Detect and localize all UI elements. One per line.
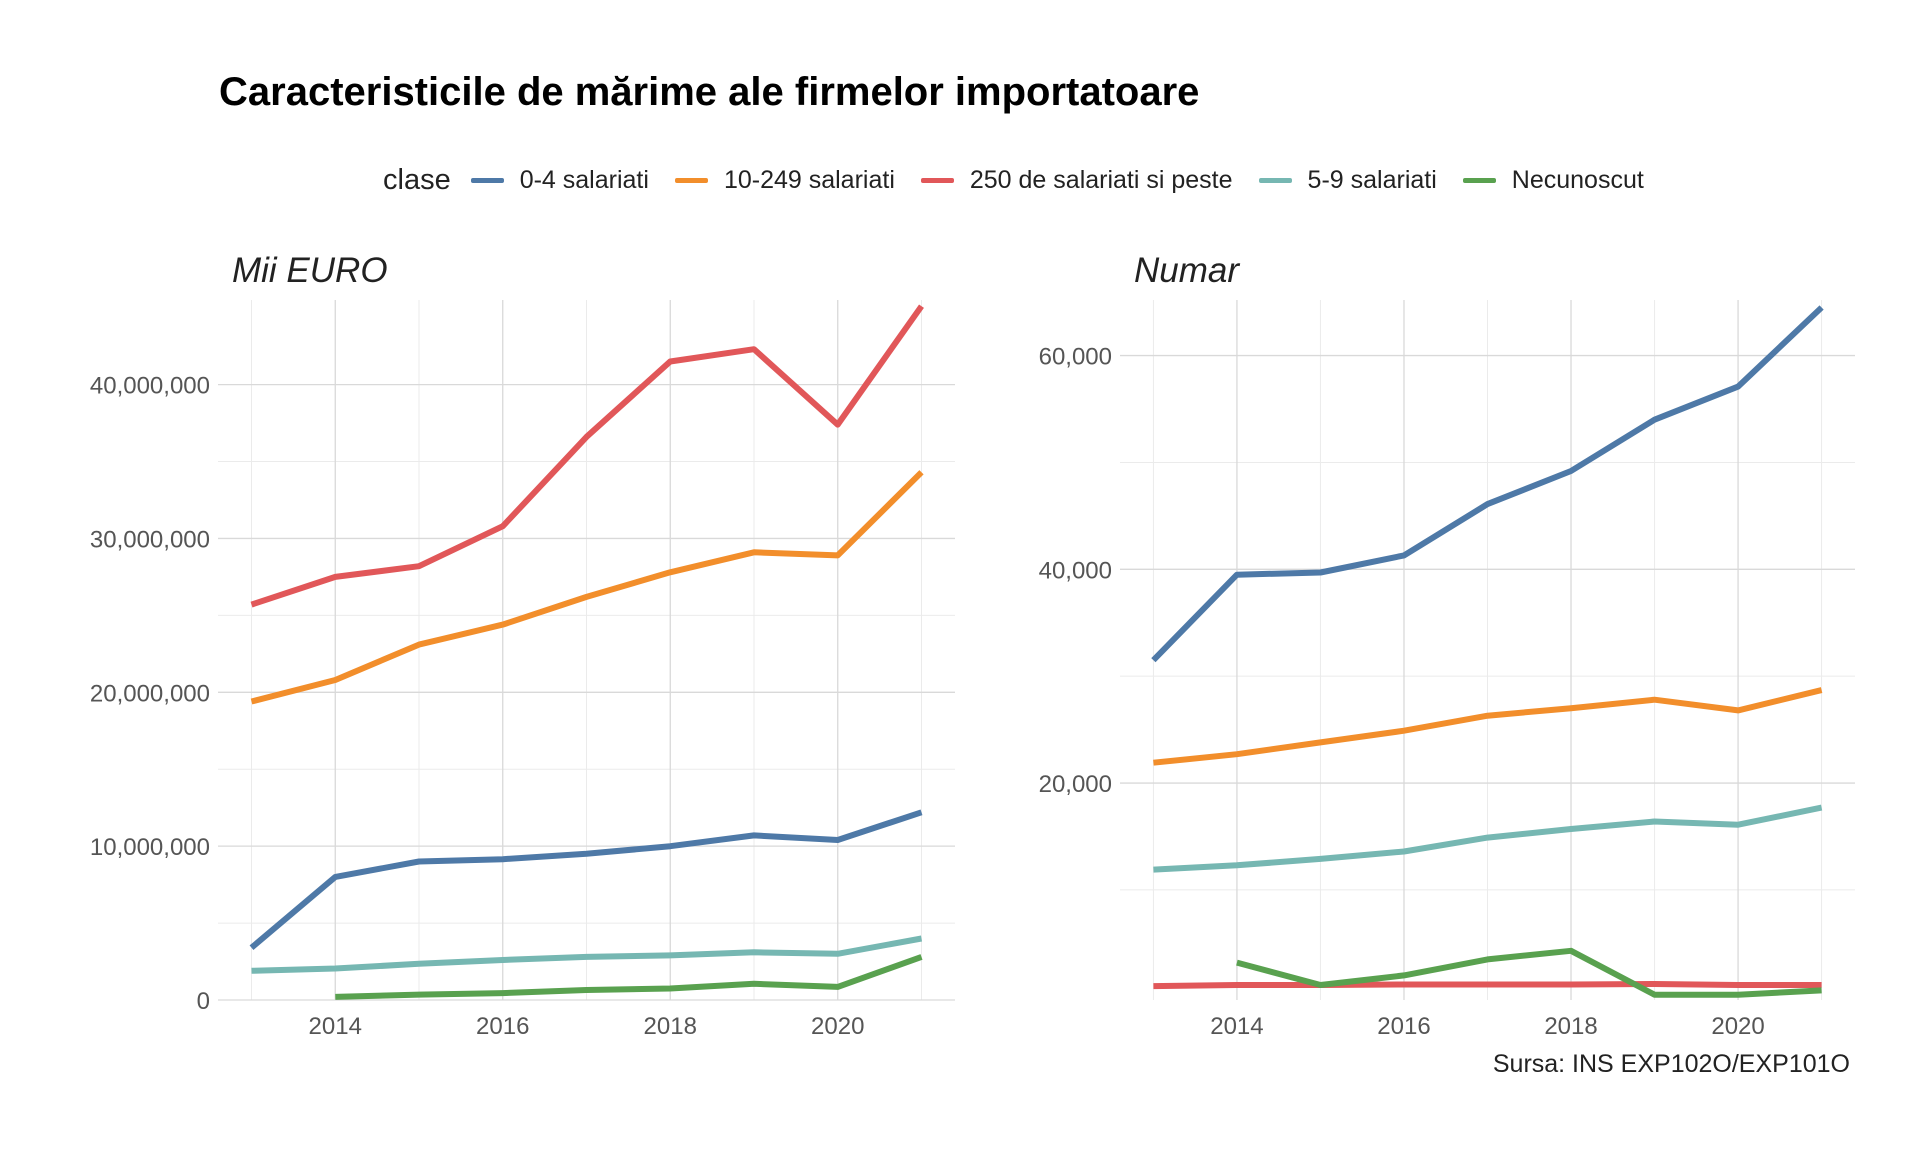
series-line	[249, 809, 923, 950]
legend-label: 5-9 salariati	[1307, 165, 1437, 194]
panel-title: Numar	[1134, 251, 1240, 290]
legend-label: Necunoscut	[1511, 165, 1644, 194]
x-tick-label: 2018	[644, 1013, 697, 1040]
series-line	[1153, 687, 1823, 766]
x-tick-label: 2014	[309, 1013, 362, 1040]
series-line	[1153, 981, 1822, 990]
panel-numar: 2014 2016 2018 2020 20,000 40,000 60,000 Numar	[1039, 251, 1855, 1040]
series-line	[250, 304, 924, 608]
legend-swatch	[920, 177, 954, 183]
y-tick-label: 10,000,000	[90, 834, 210, 861]
legend-label: 250 de salariati si peste	[969, 165, 1233, 194]
legend-item: 10-249 salariati	[674, 165, 895, 195]
chart-title: Caracteristicile de mărime ale firmelor …	[219, 70, 1200, 114]
y-tick-label: 20,000,000	[90, 680, 210, 707]
y-tick-label: 40,000	[1039, 557, 1112, 584]
legend-item: 0-4 salariati	[470, 165, 649, 195]
legend-swatch	[470, 177, 504, 183]
series-line	[1151, 305, 1824, 663]
legend-item: 5-9 salariati	[1258, 165, 1437, 195]
x-tick-label: 2016	[1377, 1013, 1430, 1040]
legend: clase 0-4 salariati 10-249 salariati 250…	[383, 160, 1670, 200]
y-tick-label: 60,000	[1039, 344, 1112, 371]
legend-item: 250 de salariati si peste	[920, 165, 1233, 195]
legend-label: 0-4 salariati	[519, 165, 649, 194]
series-line	[250, 470, 924, 705]
series-line	[1153, 804, 1823, 873]
y-tick-label: 0	[197, 988, 210, 1015]
legend-swatch	[674, 177, 708, 183]
legend-item: Necunoscut	[1462, 165, 1644, 195]
series-line	[251, 935, 923, 974]
x-tick-label: 2014	[1210, 1013, 1263, 1040]
series-line	[335, 954, 923, 1000]
legend-label: 10-249 salariati	[723, 165, 895, 194]
legend-title: clase	[383, 163, 451, 196]
legend-swatch	[1462, 177, 1496, 183]
panel-mii-euro: 2014 2016 2018 2020 0 10,000,000 20,000,000 30,…	[90, 251, 955, 1040]
x-tick-label: 2020	[1711, 1013, 1764, 1040]
y-tick-label: 40,000,000	[90, 373, 210, 400]
x-tick-label: 2016	[476, 1013, 529, 1040]
x-tick-label: 2018	[1544, 1013, 1597, 1040]
series-line	[1236, 947, 1822, 998]
legend-swatch	[1258, 177, 1292, 183]
y-tick-label: 20,000	[1039, 771, 1112, 798]
x-tick-label: 2020	[811, 1013, 864, 1040]
panel-title: Mii EURO	[232, 251, 388, 290]
source-caption: Sursa: INS EXP102O/EXP101O	[1492, 1050, 1850, 1078]
y-tick-label: 30,000,000	[90, 526, 210, 553]
